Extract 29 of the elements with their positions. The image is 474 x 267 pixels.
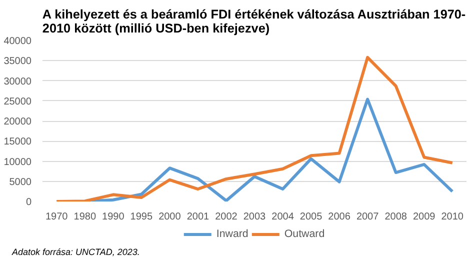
y-tick-label: 30000 xyxy=(4,76,32,88)
x-tick-label: 1995 xyxy=(130,212,153,222)
legend-label: Outward xyxy=(284,228,325,240)
text: Adatok forrása: UNCTAD, 2023. xyxy=(12,247,140,257)
y-tick-label: 15000 xyxy=(4,136,32,148)
x-tick-label: 2009 xyxy=(412,212,436,222)
x-tick-label: 1970 xyxy=(46,212,68,222)
y-tick-label: 5000 xyxy=(9,176,32,188)
x-tick-label: 2005 xyxy=(300,212,323,222)
x-tick-label: 2002 xyxy=(215,212,238,222)
y-tick-label: 20000 xyxy=(4,116,32,128)
chart-title: A kihelyezett és a beáramló FDI értékének változása Ausztriában 1970- 2010 között (millió USD-ben kifejezve) xyxy=(42,8,466,36)
x-tick-label: 2004 xyxy=(272,212,294,222)
y-tick-label: 40000 xyxy=(4,36,32,47)
x-tick-label: 2008 xyxy=(384,212,408,222)
x-tick-label: 2010 xyxy=(441,212,464,222)
x-tick-label: 1980 xyxy=(74,212,96,222)
x-tick-label: 2003 xyxy=(243,212,266,222)
y-tick-label: 10000 xyxy=(4,156,32,168)
y-tick-label: 35000 xyxy=(4,56,32,68)
x-tick-label: 2006 xyxy=(328,212,351,222)
x-tick-label: 1990 xyxy=(102,212,125,222)
x-tick-label: 2000 xyxy=(158,212,182,222)
y-tick-label: 0 xyxy=(26,197,32,208)
y-tick-label: 25000 xyxy=(4,96,32,108)
x-tick-label: 2001 xyxy=(186,212,210,222)
line-series xyxy=(55,56,454,202)
x-tick-label: 2007 xyxy=(356,212,380,222)
legend-label: Inward xyxy=(216,228,248,240)
